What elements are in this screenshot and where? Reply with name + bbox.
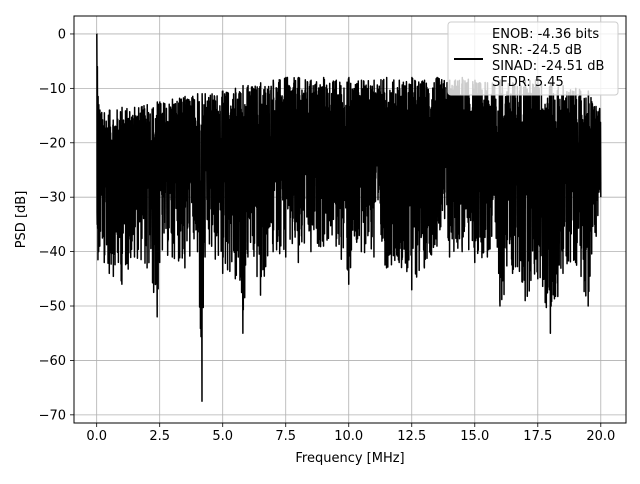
x-tick-label: 17.5	[523, 429, 552, 444]
y-tick-label: −10	[39, 82, 66, 97]
axis-ticks: 0.0 2.5 5.0 7.5 10.0 12.5 15.0 17.5 20.0 0 −10 −20 −…	[39, 27, 616, 444]
x-axis-label: Frequency [MHz]	[295, 451, 404, 466]
y-tick-label: −70	[39, 408, 66, 423]
psd-series-line	[96, 33, 602, 402]
x-tick-label: 12.5	[397, 429, 426, 444]
x-tick-label: 15.0	[460, 429, 489, 444]
y-tick-label: −60	[39, 354, 66, 369]
y-tick-label: 0	[58, 27, 66, 42]
y-tick-label: −20	[39, 136, 66, 151]
y-tick-label: −30	[39, 191, 66, 206]
x-tick-label: 5.0	[212, 429, 233, 444]
legend-box	[447, 21, 619, 96]
x-tick-label: 20.0	[586, 429, 615, 444]
x-tick-label: 2.5	[149, 429, 170, 444]
x-tick-label: 7.5	[275, 429, 296, 444]
y-tick-label: −50	[39, 300, 66, 315]
plot-area	[96, 33, 602, 402]
legend-entry-text: SFDR: 5.45	[492, 75, 564, 90]
y-axis-label: PSD [dB]	[14, 191, 29, 249]
axes-frame	[73, 15, 627, 424]
legend-entry-text: SINAD: -24.51 dB	[492, 59, 604, 74]
legend-entry-text: SNR: -24.5 dB	[492, 43, 582, 58]
y-tick-label: −40	[39, 245, 66, 260]
legend-entry-text: ENOB: -4.36 bits	[492, 27, 599, 42]
x-tick-label: 10.0	[334, 429, 363, 444]
x-tick-label: 0.0	[86, 429, 107, 444]
